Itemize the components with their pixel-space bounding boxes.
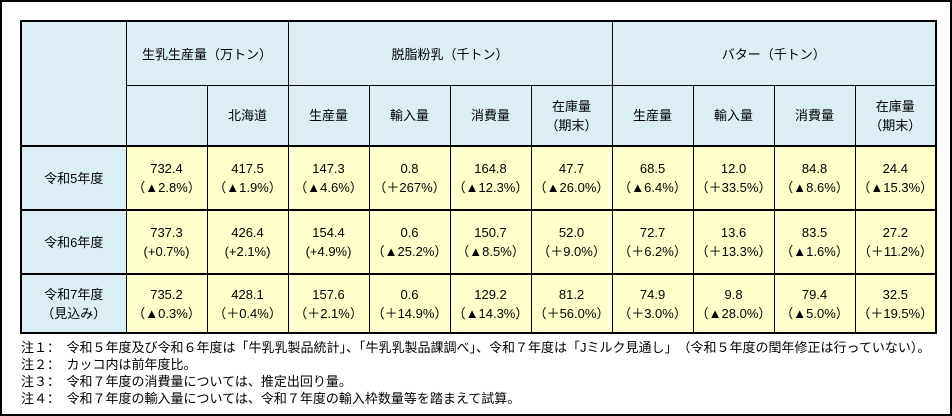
data-cell: 0.6 （▲25.2%） — [368, 209, 451, 275]
data-cell: 52.0 （＋9.0%） — [530, 209, 613, 275]
subheader-butter-imports: 輸入量 — [692, 85, 775, 147]
data-cell: 0.8 （＋267%） — [368, 145, 451, 211]
group-header-skim-milk-powder: 脱脂粉乳（千トン） — [287, 20, 613, 86]
note-1: 注１： 令和５年度及び令和６年度は「牛乳乳製品統計」、「牛乳乳製品課調べ」、令和… — [21, 340, 931, 355]
blank-corner-cell — [20, 20, 127, 147]
group-header-butter: バター（千トン） — [611, 20, 937, 86]
data-cell: 0.6 （＋14.9%） — [368, 273, 451, 334]
dairy-supply-demand-table: 生乳生産量（万トン） 脱脂粉乳（千トン） バター（千トン） 北海道 生産量 輸入… — [20, 20, 938, 334]
data-cell: 81.2 （＋56.0%） — [530, 273, 613, 334]
row-label-reiwa5: 令和5年度 — [20, 145, 127, 211]
subheader-hokkaido: 北海道 — [206, 85, 289, 147]
data-cell: 129.2 （▲14.3%） — [449, 273, 532, 334]
subheader-butter-ending-stocks: 在庫量 （期末） — [854, 85, 937, 147]
row-label-reiwa6: 令和6年度 — [20, 209, 127, 275]
subheader-butter-consumption: 消費量 — [773, 85, 856, 147]
data-cell: 84.8 （▲8.6%） — [773, 145, 856, 211]
data-cell: 428.1 （＋0.4%） — [206, 273, 289, 334]
data-cell: 737.3 (+0.7%) — [125, 209, 208, 275]
data-cell: 27.2 （＋11.2%） — [854, 209, 937, 275]
data-cell: 24.4 （▲15.3%） — [854, 145, 937, 211]
data-cell: 83.5 （▲1.6%） — [773, 209, 856, 275]
data-cell: 157.6 （＋2.1%） — [287, 273, 370, 334]
blank-subheader-cell — [125, 85, 208, 147]
subheader-smp-consumption: 消費量 — [449, 85, 532, 147]
note-4: 注４： 令和７年度の輸入量については、令和７年度の輸入枠数量等を踏まえて試算。 — [21, 391, 521, 406]
data-cell: 164.8 （▲12.3%） — [449, 145, 532, 211]
footnotes: 注１： 令和５年度及び令和６年度は「牛乳乳製品統計」、「牛乳乳製品課調べ」、令和… — [21, 339, 950, 407]
data-cell: 12.0 （＋33.5%） — [692, 145, 775, 211]
data-cell: 154.4 (+4.9%) — [287, 209, 370, 275]
data-cell: 32.5 （＋19.5%） — [854, 273, 937, 334]
data-cell: 417.5 （▲1.9%） — [206, 145, 289, 211]
subheader-smp-ending-stocks: 在庫量 （期末） — [530, 85, 613, 147]
data-cell: 732.4 （▲2.8%） — [125, 145, 208, 211]
data-cell: 74.9 （＋3.0%） — [611, 273, 694, 334]
data-cell: 79.4 （▲5.0%） — [773, 273, 856, 334]
data-cell: 147.3 （▲4.6%） — [287, 145, 370, 211]
data-cell: 735.2 （▲0.3%） — [125, 273, 208, 334]
row-label-reiwa7: 令和7年度 （見込み） — [20, 273, 127, 334]
subheader-butter-production: 生産量 — [611, 85, 694, 147]
data-cell: 47.7 （▲26.0%） — [530, 145, 613, 211]
data-cell: 13.6 （＋13.3%） — [692, 209, 775, 275]
data-cell: 68.5 （▲6.4%） — [611, 145, 694, 211]
data-cell: 9.8 （▲28.0%） — [692, 273, 775, 334]
note-3: 注３： 令和７年度の消費量については、推定出回り量。 — [21, 374, 352, 389]
data-cell: 150.7 （▲8.5%） — [449, 209, 532, 275]
data-cell: 72.7 （＋6.2%） — [611, 209, 694, 275]
subheader-smp-production: 生産量 — [287, 85, 370, 147]
subheader-smp-imports: 輸入量 — [368, 85, 451, 147]
note-2: 注２： カッコ内は前年度比。 — [21, 357, 197, 372]
data-cell: 426.4 (+2.1%) — [206, 209, 289, 275]
group-header-raw-milk-production: 生乳生産量（万トン） — [125, 20, 289, 86]
